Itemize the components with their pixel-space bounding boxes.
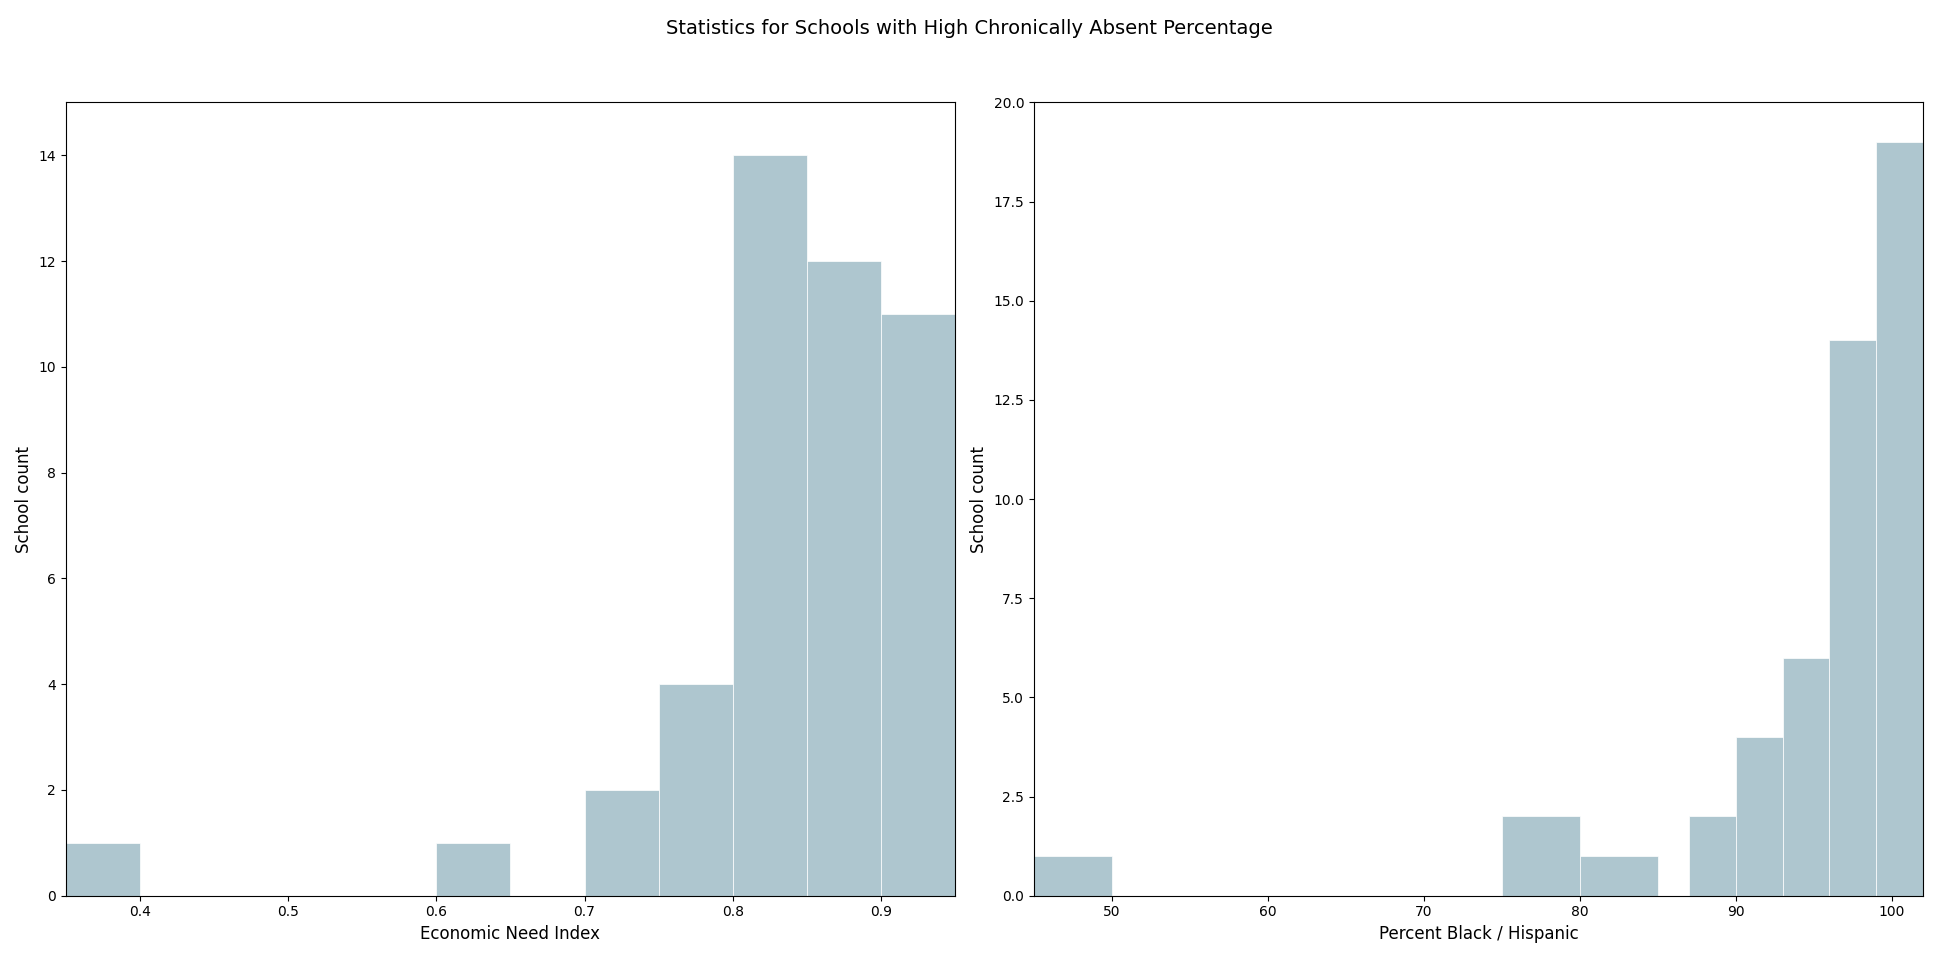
Bar [733, 155, 806, 896]
Bar [659, 684, 733, 896]
X-axis label: Percent Black / Hispanic: Percent Black / Hispanic [1378, 925, 1578, 943]
Bar [1783, 658, 1829, 896]
X-axis label: Economic Need Index: Economic Need Index [421, 925, 601, 943]
Bar [66, 843, 140, 896]
Bar [882, 314, 955, 896]
Bar [585, 790, 659, 896]
Bar [1829, 340, 1876, 896]
Y-axis label: School count: School count [16, 445, 33, 553]
Bar [1736, 737, 1783, 896]
Bar [1876, 142, 1922, 896]
Bar [436, 843, 510, 896]
Bar [1035, 856, 1112, 896]
Bar [806, 262, 882, 896]
Y-axis label: School count: School count [969, 445, 988, 553]
Bar [1502, 816, 1579, 896]
Bar [1579, 856, 1657, 896]
Text: Statistics for Schools with High Chronically Absent Percentage: Statistics for Schools with High Chronic… [665, 19, 1273, 38]
Bar [1690, 816, 1736, 896]
